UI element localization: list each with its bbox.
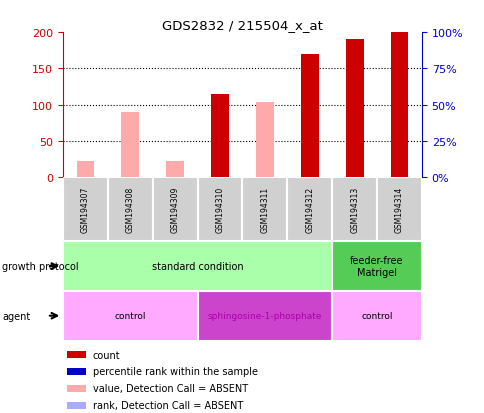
Bar xyxy=(376,178,421,242)
Bar xyxy=(332,178,376,242)
Text: feeder-free
Matrigel: feeder-free Matrigel xyxy=(349,256,403,277)
Text: GSM194312: GSM194312 xyxy=(304,187,314,233)
Bar xyxy=(67,351,86,358)
Bar xyxy=(63,291,197,341)
Bar xyxy=(107,178,152,242)
Bar xyxy=(211,95,228,178)
Text: GSM194313: GSM194313 xyxy=(349,187,359,233)
Text: standard condition: standard condition xyxy=(151,261,243,271)
Text: growth protocol: growth protocol xyxy=(2,261,79,271)
Text: GSM194307: GSM194307 xyxy=(81,186,90,233)
Text: sphingosine-1-phosphate: sphingosine-1-phosphate xyxy=(207,311,321,320)
Text: value, Detection Call = ABSENT: value, Detection Call = ABSENT xyxy=(92,383,247,394)
Text: count: count xyxy=(92,350,120,360)
Bar xyxy=(390,33,408,178)
Text: rank, Detection Call = ABSENT: rank, Detection Call = ABSENT xyxy=(92,400,242,410)
Bar xyxy=(67,402,86,409)
Bar xyxy=(332,291,421,341)
Bar xyxy=(63,178,107,242)
Text: GSM194310: GSM194310 xyxy=(215,187,224,233)
Bar xyxy=(300,55,318,178)
Bar xyxy=(242,178,287,242)
Bar xyxy=(256,103,273,178)
Text: percentile rank within the sample: percentile rank within the sample xyxy=(92,367,257,377)
Bar xyxy=(76,162,94,178)
Text: GSM194314: GSM194314 xyxy=(394,187,403,233)
Bar xyxy=(67,385,86,392)
Bar xyxy=(197,178,242,242)
Point xyxy=(171,8,179,14)
Bar xyxy=(67,368,86,375)
Bar xyxy=(121,113,139,178)
Text: GDS2832 / 215504_x_at: GDS2832 / 215504_x_at xyxy=(162,19,322,31)
Bar xyxy=(345,40,363,178)
Bar xyxy=(332,242,421,291)
Bar xyxy=(197,291,332,341)
Bar xyxy=(287,178,332,242)
Bar xyxy=(63,242,332,291)
Point xyxy=(81,11,89,17)
Text: GSM194309: GSM194309 xyxy=(170,186,180,233)
Text: GSM194308: GSM194308 xyxy=(125,187,135,233)
Bar xyxy=(152,178,197,242)
Text: GSM194311: GSM194311 xyxy=(260,187,269,233)
Text: control: control xyxy=(361,311,392,320)
Bar xyxy=(166,162,184,178)
Text: control: control xyxy=(114,311,146,320)
Text: agent: agent xyxy=(2,311,30,321)
